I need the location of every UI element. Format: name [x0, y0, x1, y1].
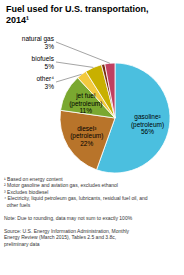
- svg-text:gasoline²(petroleum)56%: gasoline²(petroleum)56%: [131, 112, 164, 134]
- svg-text:diesel³(petroleum)22%: diesel³(petroleum)22%: [70, 124, 103, 146]
- html-text:Fuel used for U.S. transportat: Fuel used for U.S. transportation, 2014¹: [6, 4, 149, 25]
- svg-text:natural gas3%: natural gas3%: [22, 34, 55, 49]
- svg-text:biofuels5%: biofuels5%: [32, 54, 55, 69]
- html-text:¹ Based on energy content ² Mo: ¹ Based on energy content ² Motor gasoli…: [4, 175, 148, 247]
- svg-text:jet fuel(petroleum)11%: jet fuel(petroleum)11%: [69, 91, 102, 113]
- svg-text:other⁴3%: other⁴3%: [36, 74, 54, 89]
